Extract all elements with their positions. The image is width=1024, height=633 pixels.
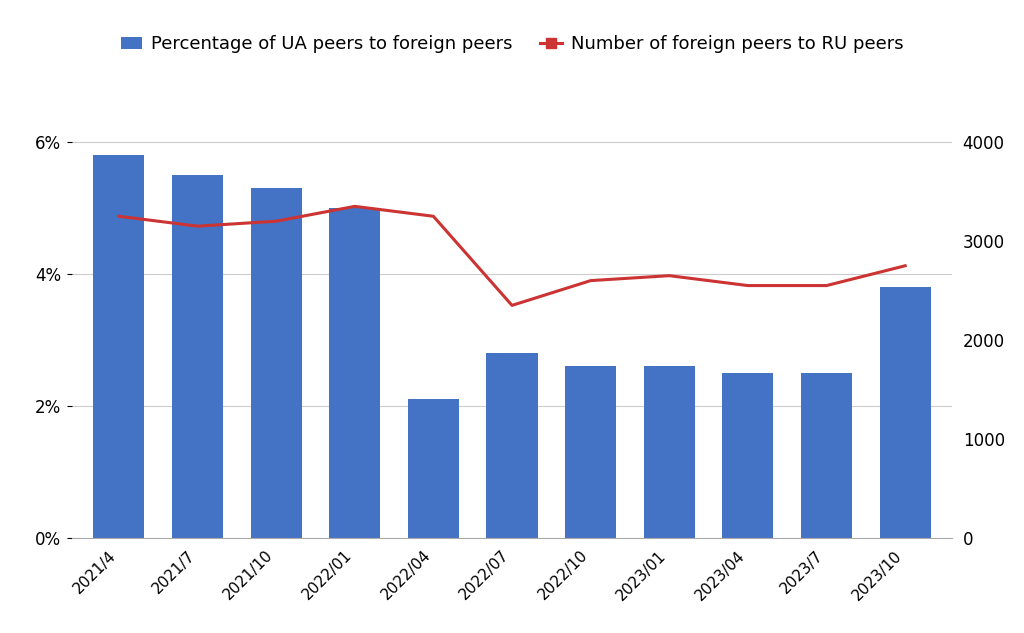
Bar bbox=[565, 367, 616, 538]
Bar bbox=[329, 208, 380, 538]
Bar bbox=[644, 367, 695, 538]
Bar bbox=[801, 373, 852, 538]
Legend: Percentage of UA peers to foreign peers, Number of foreign peers to RU peers: Percentage of UA peers to foreign peers,… bbox=[114, 28, 910, 61]
Bar bbox=[172, 175, 223, 538]
Bar bbox=[486, 353, 538, 538]
Bar bbox=[880, 287, 931, 538]
Bar bbox=[408, 399, 459, 538]
Bar bbox=[722, 373, 773, 538]
Bar bbox=[93, 155, 144, 538]
Bar bbox=[251, 188, 302, 538]
